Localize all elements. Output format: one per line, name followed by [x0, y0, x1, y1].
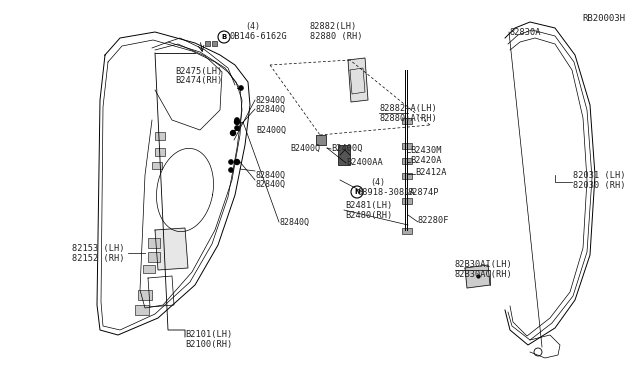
Text: 82940Q: 82940Q	[256, 96, 286, 105]
Circle shape	[234, 119, 239, 125]
Text: N: N	[354, 189, 360, 195]
Bar	[148, 238, 160, 248]
Text: 82840Q: 82840Q	[280, 218, 310, 227]
Text: 82152 (RH): 82152 (RH)	[72, 253, 125, 263]
Text: 82153 (LH): 82153 (LH)	[72, 244, 125, 253]
Circle shape	[234, 160, 239, 164]
Text: 0B146-6162G: 0B146-6162G	[230, 32, 288, 41]
Text: 82B30AI(LH): 82B30AI(LH)	[455, 260, 513, 269]
Bar	[155, 132, 165, 140]
Circle shape	[228, 160, 234, 164]
Text: 82840Q: 82840Q	[256, 170, 286, 180]
Bar	[402, 228, 412, 234]
Text: (4): (4)	[370, 177, 385, 186]
Bar	[338, 145, 350, 165]
Polygon shape	[465, 265, 490, 288]
Bar	[143, 265, 155, 273]
Circle shape	[234, 118, 239, 122]
Text: B2474(RH): B2474(RH)	[175, 76, 222, 84]
Text: B2400Q: B2400Q	[331, 144, 362, 153]
Circle shape	[228, 167, 234, 173]
Text: B2480(RH): B2480(RH)	[345, 211, 392, 219]
Bar	[402, 118, 412, 124]
Text: 08918-3081A: 08918-3081A	[358, 187, 416, 196]
Text: 82882(LH): 82882(LH)	[310, 22, 357, 31]
Text: 82840Q: 82840Q	[256, 105, 286, 113]
Text: 82B30AC(RH): 82B30AC(RH)	[455, 270, 513, 279]
Bar	[402, 143, 412, 149]
Text: RB20003H: RB20003H	[582, 13, 625, 22]
Text: 82880 (RH): 82880 (RH)	[310, 32, 362, 41]
Bar	[212, 41, 217, 46]
Bar	[316, 135, 326, 145]
Text: 82874P: 82874P	[408, 187, 440, 196]
Bar	[135, 305, 149, 315]
Text: 82031 (LH): 82031 (LH)	[573, 170, 625, 180]
Text: 82280F: 82280F	[418, 215, 449, 224]
Text: 82880+A(RH): 82880+A(RH)	[380, 113, 438, 122]
Text: (4): (4)	[245, 22, 260, 31]
Circle shape	[351, 186, 363, 198]
Circle shape	[218, 31, 230, 43]
Text: B2420A: B2420A	[410, 155, 442, 164]
Bar	[205, 41, 210, 46]
Bar	[152, 162, 162, 169]
Bar	[402, 173, 412, 179]
Bar	[155, 148, 165, 156]
Text: B2412A: B2412A	[415, 167, 447, 176]
Circle shape	[230, 131, 236, 135]
Text: 82830A: 82830A	[510, 28, 541, 36]
Text: B2101(LH): B2101(LH)	[185, 330, 232, 340]
Text: B: B	[221, 34, 227, 40]
Text: B2475(LH): B2475(LH)	[175, 67, 222, 76]
Text: B2100(RH): B2100(RH)	[185, 340, 232, 350]
Polygon shape	[348, 58, 368, 102]
Text: 82030 (RH): 82030 (RH)	[573, 180, 625, 189]
Text: B2400AA: B2400AA	[346, 157, 383, 167]
Text: B2400Q: B2400Q	[256, 125, 286, 135]
Bar	[402, 198, 412, 204]
Bar	[148, 252, 160, 262]
Bar	[138, 290, 152, 300]
Text: B2430M: B2430M	[410, 145, 442, 154]
Text: 82840Q: 82840Q	[256, 180, 286, 189]
Text: 82882+A(LH): 82882+A(LH)	[380, 103, 438, 112]
Bar	[402, 158, 412, 164]
Text: B2481(LH): B2481(LH)	[345, 201, 392, 209]
Text: B2400Q: B2400Q	[290, 144, 320, 153]
Circle shape	[234, 125, 239, 131]
Polygon shape	[155, 228, 188, 270]
Circle shape	[239, 86, 243, 90]
